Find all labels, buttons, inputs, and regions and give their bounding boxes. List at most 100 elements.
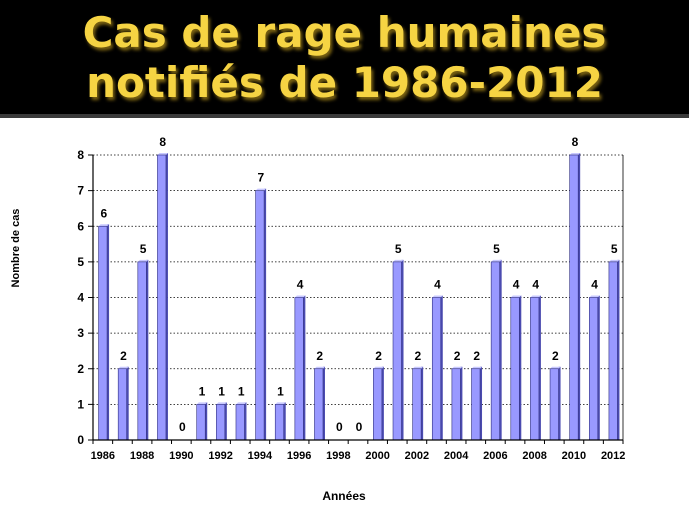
bar-top-2005 (471, 366, 483, 369)
bar-top-2003 (432, 295, 443, 298)
bar-2011 (589, 297, 599, 441)
x-tick-label-1994: 1994 (248, 450, 273, 462)
y-tick-label-6: 6 (77, 219, 84, 233)
bar-1988 (137, 261, 147, 441)
x-tick-label-1998: 1998 (326, 450, 350, 462)
data-label-1994: 7 (258, 171, 265, 185)
slide-title: Cas de rage humaines notifiés de 1986-20… (0, 0, 689, 108)
bar-top-2000 (373, 366, 384, 369)
y-tick-label-3: 3 (77, 326, 84, 340)
data-label-2012: 5 (611, 242, 618, 256)
x-tick-label-1988: 1988 (130, 450, 154, 462)
bar-top-1997 (314, 366, 325, 369)
bar-2007 (510, 297, 520, 441)
bar-side-2000 (381, 366, 384, 440)
bar-2006 (490, 261, 500, 441)
x-tick-label-1996: 1996 (287, 450, 311, 462)
data-label-1996: 4 (297, 278, 304, 292)
y-tick-label-2: 2 (77, 362, 84, 376)
data-label-2011: 4 (591, 278, 598, 292)
bar-side-1992 (224, 402, 227, 440)
bar-1987 (117, 368, 127, 441)
bar-top-2006 (491, 259, 502, 262)
x-tick-label-2010: 2010 (562, 450, 586, 462)
bar-top-1994 (255, 188, 267, 191)
bar-top-1988 (137, 259, 149, 262)
x-tick-label-2006: 2006 (483, 450, 507, 462)
bar-1995 (274, 404, 285, 441)
y-tick-label-7: 7 (77, 184, 84, 198)
x-tick-label-1992: 1992 (208, 450, 232, 462)
y-tick-label-1: 1 (77, 397, 84, 411)
bar-side-1996 (303, 295, 306, 440)
bar-top-2009 (550, 366, 561, 369)
data-label-1990: 0 (179, 420, 186, 434)
data-label-1986: 6 (100, 206, 107, 220)
bar-2008 (530, 297, 540, 441)
bar-top-1986 (98, 224, 110, 227)
bar-2010 (569, 154, 579, 441)
slide-title-line-2: notifiés de 1986-2012 (86, 58, 603, 107)
bar-2001 (392, 261, 402, 441)
bar-side-2012 (617, 259, 620, 440)
bar-top-1993 (235, 402, 247, 405)
bar-top-1987 (118, 366, 129, 369)
data-label-2003: 4 (434, 278, 441, 292)
bar-2005 (471, 368, 481, 441)
bar-side-2001 (401, 259, 404, 440)
title-band: Cas de rage humaines notifiés de 1986-20… (0, 0, 689, 118)
y-axis-label: Nombre de cas (10, 209, 22, 288)
bar-side-2010 (578, 153, 581, 440)
bars-layer (98, 153, 620, 441)
data-label-1987: 2 (120, 349, 127, 363)
bar-1986 (98, 225, 108, 441)
bar-2003 (431, 297, 442, 441)
bar-top-2008 (530, 295, 541, 298)
bar-top-2011 (589, 295, 600, 298)
data-label-1988: 5 (140, 242, 147, 256)
bar-1993 (235, 404, 245, 441)
bar-2000 (373, 368, 383, 441)
data-label-2004: 2 (454, 349, 461, 363)
bar-top-1996 (294, 295, 306, 298)
bar-side-1988 (146, 259, 149, 440)
data-label-2000: 2 (375, 349, 382, 363)
bar-2012 (608, 261, 618, 441)
y-tick-label-5: 5 (77, 255, 84, 269)
data-label-1989: 8 (159, 135, 166, 149)
bar-2009 (549, 368, 559, 441)
data-label-2001: 5 (395, 242, 402, 256)
data-label-1997: 2 (316, 349, 323, 363)
bar-top-2010 (569, 153, 581, 155)
bar-side-2004 (460, 366, 463, 440)
y-tick-label-0: 0 (77, 433, 84, 447)
bar-side-1989 (165, 153, 168, 440)
bar-top-1992 (216, 402, 227, 405)
bar-side-2005 (480, 366, 483, 440)
bar-top-1995 (275, 402, 286, 405)
bar-side-2006 (499, 259, 502, 440)
bar-2002 (412, 368, 422, 441)
data-label-1991: 1 (199, 384, 206, 398)
x-tick-label-2012: 2012 (601, 450, 625, 462)
data-label-2007: 4 (513, 278, 520, 292)
bar-1997 (314, 368, 324, 441)
bar-side-2008 (538, 295, 541, 440)
axes-layer (88, 154, 624, 444)
x-tick-label-1990: 1990 (169, 450, 193, 462)
bar-side-1997 (322, 366, 325, 440)
x-axis-label: Années (322, 489, 366, 503)
bar-1989 (157, 154, 167, 441)
x-tick-label-2002: 2002 (405, 450, 429, 462)
bar-top-1991 (196, 402, 208, 405)
x-tick-label-1986: 1986 (91, 450, 115, 462)
bar-top-2004 (451, 366, 463, 369)
data-label-1992: 1 (218, 384, 225, 398)
bar-1996 (294, 297, 304, 441)
bar-top-2007 (510, 295, 522, 298)
bar-side-1987 (126, 366, 129, 440)
data-label-1995: 1 (277, 384, 284, 398)
bar-side-2002 (421, 366, 424, 440)
data-label-2009: 2 (552, 349, 559, 363)
